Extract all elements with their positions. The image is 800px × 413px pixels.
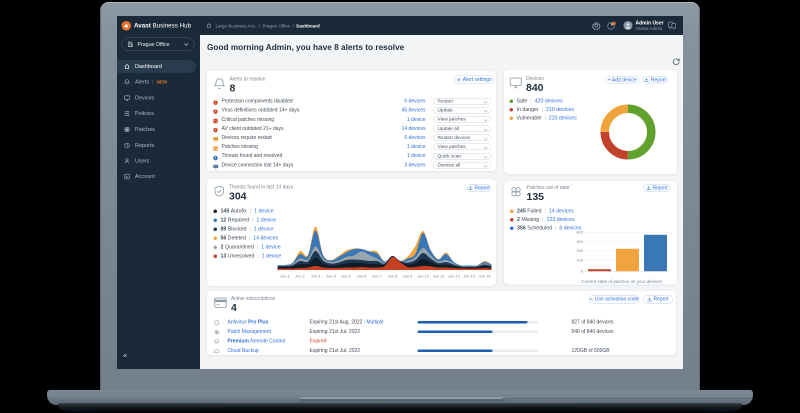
svg-text:300: 300 (576, 239, 583, 244)
svg-text:400: 400 (576, 230, 583, 235)
svg-text:0: 0 (581, 269, 584, 274)
svg-text:100: 100 (576, 257, 583, 262)
svg-text:200: 200 (576, 248, 583, 253)
